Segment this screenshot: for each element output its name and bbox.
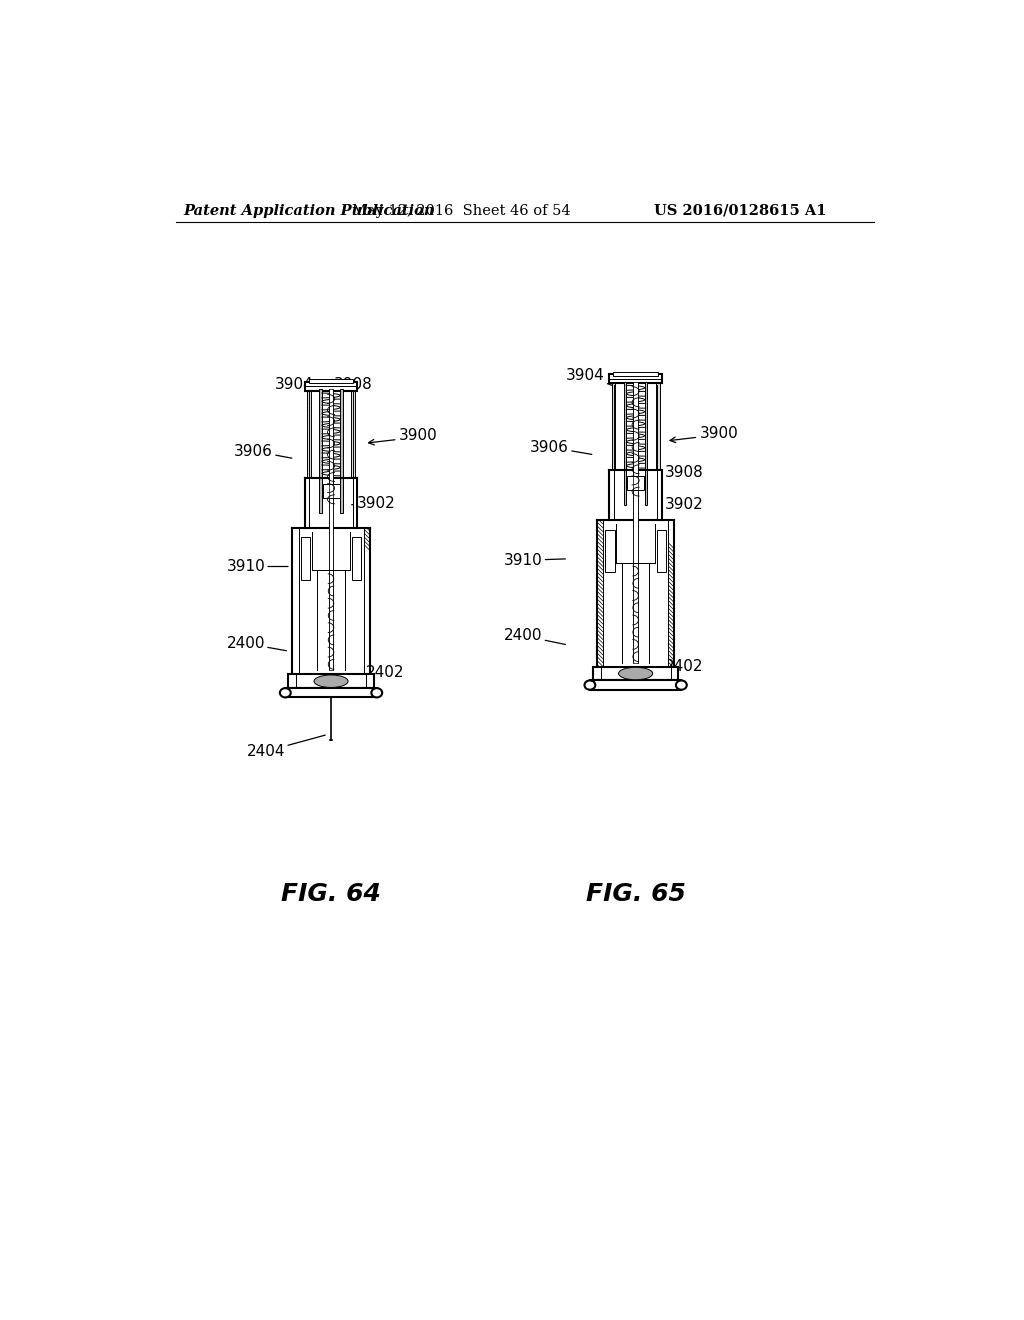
Text: Patent Application Publication: Patent Application Publication bbox=[183, 203, 435, 218]
Text: May 12, 2016  Sheet 46 of 54: May 12, 2016 Sheet 46 of 54 bbox=[352, 203, 570, 218]
Ellipse shape bbox=[372, 688, 382, 697]
Text: 3900: 3900 bbox=[399, 428, 438, 444]
Text: 3904: 3904 bbox=[274, 378, 317, 392]
Text: 3902: 3902 bbox=[351, 496, 395, 511]
Text: 3910: 3910 bbox=[226, 558, 288, 574]
Bar bbox=[286, 688, 377, 697]
Bar bbox=[613, 372, 658, 376]
Text: 3906: 3906 bbox=[530, 440, 592, 454]
Text: 2400: 2400 bbox=[504, 628, 565, 644]
Text: 3902: 3902 bbox=[662, 498, 703, 512]
Bar bbox=[308, 379, 353, 383]
Text: 3908: 3908 bbox=[662, 465, 703, 480]
Bar bbox=[609, 374, 662, 383]
Bar bbox=[305, 381, 357, 391]
Text: FIG. 65: FIG. 65 bbox=[586, 882, 685, 906]
Ellipse shape bbox=[280, 688, 291, 697]
Ellipse shape bbox=[676, 681, 687, 689]
Bar bbox=[645, 381, 647, 506]
Text: 2402: 2402 bbox=[351, 665, 404, 680]
Bar bbox=[352, 537, 361, 579]
Bar bbox=[611, 383, 615, 470]
Bar bbox=[305, 478, 309, 528]
Bar bbox=[627, 477, 644, 490]
Bar bbox=[301, 537, 310, 579]
Text: 3904: 3904 bbox=[566, 368, 612, 385]
Bar bbox=[605, 529, 614, 572]
Text: 3910: 3910 bbox=[504, 553, 565, 568]
Text: 3908: 3908 bbox=[334, 378, 372, 392]
Text: 3900: 3900 bbox=[700, 426, 738, 441]
Bar bbox=[340, 389, 343, 512]
Bar bbox=[323, 484, 340, 498]
Bar bbox=[319, 389, 322, 512]
Bar bbox=[299, 528, 364, 675]
Bar bbox=[603, 520, 669, 667]
Bar bbox=[593, 667, 678, 681]
Ellipse shape bbox=[314, 675, 348, 688]
Ellipse shape bbox=[618, 668, 652, 680]
Bar bbox=[289, 675, 374, 688]
Text: FIG. 64: FIG. 64 bbox=[282, 882, 381, 906]
Bar bbox=[657, 470, 662, 520]
Text: 2400: 2400 bbox=[226, 636, 287, 651]
Bar bbox=[590, 681, 681, 689]
Bar bbox=[609, 470, 614, 520]
Text: 3906: 3906 bbox=[234, 444, 292, 458]
Bar bbox=[351, 391, 355, 478]
Text: 2404: 2404 bbox=[247, 735, 326, 759]
Bar bbox=[655, 383, 659, 470]
Ellipse shape bbox=[585, 681, 595, 689]
Bar bbox=[329, 389, 334, 671]
Bar bbox=[352, 478, 357, 528]
Bar bbox=[624, 381, 627, 506]
Bar bbox=[633, 381, 638, 663]
Text: US 2016/0128615 A1: US 2016/0128615 A1 bbox=[654, 203, 826, 218]
Text: 2402: 2402 bbox=[656, 659, 703, 675]
Bar bbox=[307, 391, 311, 478]
Bar bbox=[656, 529, 666, 572]
